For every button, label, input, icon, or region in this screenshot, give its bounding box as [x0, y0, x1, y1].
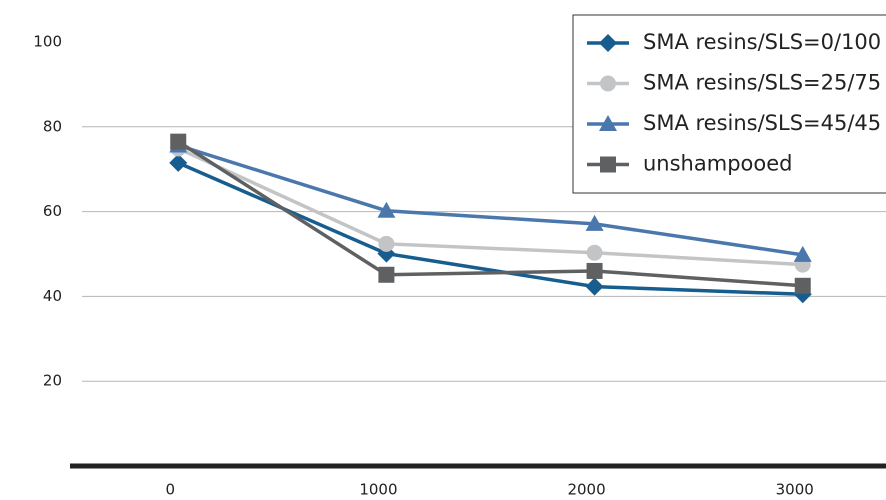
- x-tick-label: 3000: [776, 481, 814, 499]
- marker: [599, 34, 617, 52]
- marker: [170, 133, 187, 150]
- y-tick-label: 60: [43, 202, 62, 220]
- marker: [600, 156, 616, 173]
- marker: [793, 245, 812, 262]
- marker: [378, 266, 395, 283]
- marker: [586, 244, 603, 261]
- x-tick-label: 0: [165, 481, 175, 499]
- marker: [378, 235, 395, 252]
- series-line: [177, 140, 803, 288]
- x-tick-label: 1000: [359, 481, 397, 499]
- marker: [794, 277, 811, 294]
- legend-label: SMA resins/SLS=25/75: [643, 71, 881, 95]
- series-line: [177, 143, 803, 257]
- legend-label: SMA resins/SLS=0/100: [643, 30, 881, 54]
- series-line: [177, 146, 803, 267]
- marker: [169, 153, 188, 172]
- y-tick-label: 100: [33, 33, 62, 51]
- marker: [599, 115, 617, 131]
- marker: [585, 277, 604, 296]
- x-tick-label: 2000: [567, 481, 605, 499]
- marker: [600, 75, 616, 92]
- marker: [377, 201, 396, 218]
- marker: [586, 262, 603, 279]
- y-tick-label: 40: [43, 287, 62, 305]
- legend-label: unshampooed: [643, 152, 792, 176]
- legend: SMA resins/SLS=0/100 SMA resins/SLS=25/75…: [572, 14, 886, 194]
- legend-label: SMA resins/SLS=45/45: [643, 111, 881, 135]
- marker: [585, 214, 604, 231]
- y-tick-label: 20: [43, 372, 62, 390]
- y-tick-label: 80: [43, 117, 62, 135]
